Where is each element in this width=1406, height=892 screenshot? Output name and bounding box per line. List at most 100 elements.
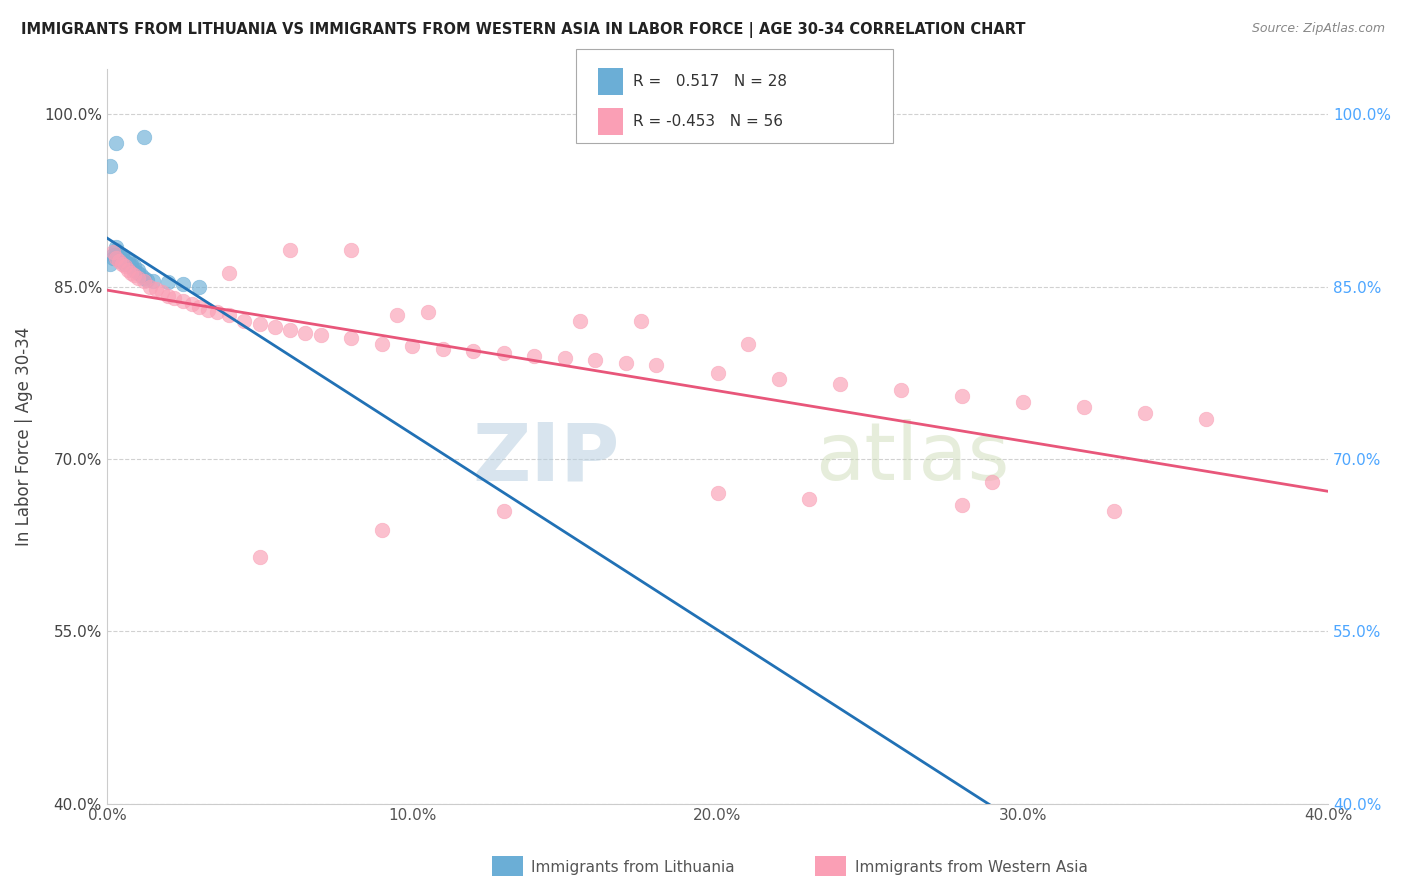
Point [416,305,439,319]
Point [1195,412,1218,426]
Point [105,243,128,257]
Point [432,342,454,356]
Point [111,247,134,261]
Point [309,328,332,343]
Point [120,266,142,280]
Point [127,262,149,277]
Point [218,309,240,323]
Point [111,257,134,271]
Point [554,351,576,365]
Point [98,159,121,173]
Point [249,317,271,331]
Point [181,297,204,311]
Point [706,366,728,380]
Point [218,266,240,280]
Point [117,262,139,277]
Point [111,251,134,265]
Point [108,247,131,261]
Text: IMMIGRANTS FROM LITHUANIA VS IMMIGRANTS FROM WESTERN ASIA IN LABOR FORCE | AGE 3: IMMIGRANTS FROM LITHUANIA VS IMMIGRANTS … [21,22,1025,38]
Y-axis label: In Labor Force | Age 30-34: In Labor Force | Age 30-34 [15,326,32,546]
Point [132,270,155,285]
Point [233,314,256,328]
Point [340,243,363,257]
Point [101,247,124,261]
Point [124,268,146,283]
Point [1104,504,1126,518]
Point [205,305,228,319]
Point [117,254,139,268]
Text: Immigrants from Western Asia: Immigrants from Western Asia [855,860,1088,874]
Point [101,245,124,260]
Point [340,331,363,345]
Point [124,262,146,277]
Point [264,320,287,334]
Text: R = -0.453   N = 56: R = -0.453 N = 56 [633,113,783,128]
Point [569,314,592,328]
Point [105,136,128,151]
Point [163,291,186,305]
Point [138,279,160,293]
Point [385,309,408,323]
Point [614,355,637,369]
Point [401,339,423,353]
Point [98,257,121,271]
Point [249,549,271,564]
Text: Source: ZipAtlas.com: Source: ZipAtlas.com [1251,22,1385,36]
Point [150,285,173,300]
Point [157,275,180,289]
Point [172,277,194,292]
Point [583,353,606,368]
Point [120,257,142,271]
Point [950,498,973,512]
Point [1133,406,1156,420]
Point [1011,394,1033,409]
Point [197,302,219,317]
Point [463,344,485,359]
Point [157,289,180,303]
Point [105,247,128,261]
Point [105,251,128,265]
Point [111,254,134,268]
Point [950,389,973,403]
Point [278,323,301,337]
Point [127,270,149,285]
Point [117,257,139,271]
Point [187,301,209,315]
Point [981,475,1004,489]
Point [142,274,165,288]
Point [132,130,155,145]
Text: R =   0.517   N = 28: R = 0.517 N = 28 [633,74,787,89]
Point [371,523,394,537]
Point [890,383,912,397]
Point [127,266,149,280]
Point [114,257,136,271]
Point [114,259,136,273]
Point [828,377,851,392]
Text: ZIP: ZIP [472,419,620,497]
Point [114,254,136,268]
Point [294,326,316,340]
Point [278,243,301,257]
Point [105,239,128,253]
Point [645,358,668,372]
Point [1073,401,1095,415]
Point [706,486,728,500]
Point [187,279,209,293]
Point [108,254,131,268]
Point [129,268,152,283]
Point [145,282,167,296]
Point [120,259,142,273]
Point [108,251,131,265]
Point [737,337,759,351]
Point [768,371,790,385]
Point [172,293,194,308]
Point [492,346,515,360]
Point [371,337,394,351]
Text: atlas: atlas [815,419,1010,497]
Point [630,314,652,328]
Point [124,259,146,273]
Point [797,492,820,507]
Point [523,349,546,363]
Point [492,504,515,518]
Text: Immigrants from Lithuania: Immigrants from Lithuania [531,860,735,874]
